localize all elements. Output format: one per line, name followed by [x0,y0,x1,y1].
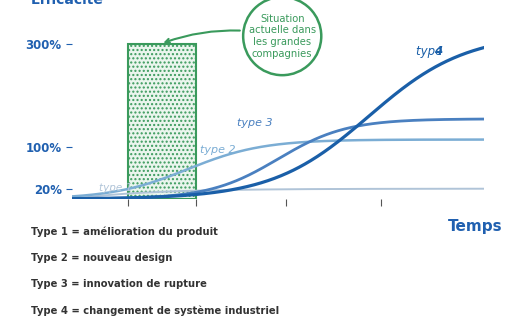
Text: 4: 4 [434,45,442,58]
Text: Situation
actuelle dans
les grandes
compagnies: Situation actuelle dans les grandes comp… [165,14,316,58]
Text: Type 3 = innovation de rupture: Type 3 = innovation de rupture [31,279,207,289]
Text: type 3: type 3 [237,118,272,128]
Text: type 1: type 1 [99,183,132,193]
Text: type 2: type 2 [200,145,235,155]
Text: Type 1 = amélioration du produit: Type 1 = amélioration du produit [31,226,218,237]
Text: Type 4 = changement de système industriel: Type 4 = changement de système industrie… [31,305,279,316]
Text: type: type [416,45,446,58]
Text: Type 2 = nouveau design: Type 2 = nouveau design [31,253,173,263]
Bar [128,44,196,199]
Text: Temps: Temps [448,219,503,234]
Bar [128,44,196,199]
Text: Efficacité: Efficacité [31,0,104,7]
